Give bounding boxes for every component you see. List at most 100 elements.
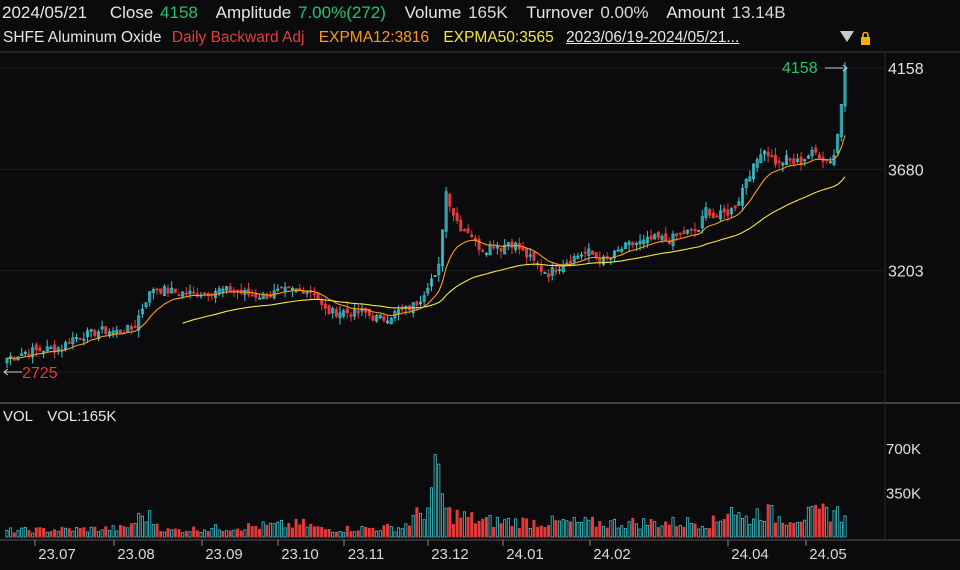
volume-bar bbox=[828, 521, 832, 538]
candle bbox=[67, 338, 71, 345]
lock-icon[interactable] bbox=[860, 32, 871, 45]
candle bbox=[107, 328, 111, 339]
candle bbox=[689, 228, 693, 235]
candle bbox=[265, 292, 269, 300]
candle bbox=[711, 208, 715, 219]
volume-bar bbox=[715, 521, 719, 538]
volume-bar bbox=[96, 531, 100, 538]
volume-bar bbox=[78, 527, 82, 538]
candle bbox=[254, 288, 258, 302]
close-value: 4158 bbox=[160, 3, 198, 22]
volume-bar bbox=[378, 530, 382, 538]
candle bbox=[53, 340, 57, 358]
volume-bar bbox=[228, 530, 232, 538]
candle bbox=[298, 283, 302, 291]
volume-bar bbox=[766, 504, 770, 538]
volume-bar bbox=[817, 508, 821, 538]
volume-bar bbox=[587, 519, 591, 538]
candle bbox=[788, 157, 792, 167]
volume-bar bbox=[521, 517, 525, 538]
instrument-name[interactable]: SHFE Aluminum Oxide bbox=[3, 29, 162, 46]
candle bbox=[627, 240, 631, 252]
volume-bar bbox=[462, 511, 466, 538]
candle bbox=[118, 329, 122, 334]
volume-bar bbox=[382, 525, 386, 538]
candle bbox=[777, 157, 781, 169]
candle bbox=[287, 286, 291, 289]
volume-bar bbox=[495, 516, 499, 538]
volume-bar bbox=[616, 527, 620, 538]
volume-bar bbox=[440, 493, 444, 538]
y-tick-label: 3680 bbox=[888, 162, 924, 179]
volume-bar bbox=[20, 527, 24, 538]
candle bbox=[184, 287, 188, 298]
candle bbox=[166, 284, 170, 298]
volume-bar bbox=[210, 527, 214, 538]
volume-bar bbox=[5, 529, 9, 538]
candle bbox=[75, 333, 79, 343]
volume-bar bbox=[408, 525, 412, 538]
candle bbox=[616, 245, 620, 253]
volume-bar bbox=[276, 521, 280, 538]
candle bbox=[331, 306, 335, 319]
volume-bar bbox=[660, 525, 664, 538]
volume-bar bbox=[42, 528, 46, 538]
candle bbox=[419, 295, 423, 307]
candle bbox=[455, 207, 459, 225]
volume-bar bbox=[53, 529, 57, 538]
volume-bar bbox=[192, 526, 196, 538]
volume-bar bbox=[140, 515, 144, 538]
grid-lines bbox=[0, 51, 960, 541]
triangle-down-icon[interactable] bbox=[840, 31, 854, 42]
volume-bar bbox=[762, 521, 766, 538]
volume-bar bbox=[682, 526, 686, 538]
candle bbox=[744, 178, 748, 195]
volume-bar bbox=[155, 523, 159, 538]
candle bbox=[726, 203, 730, 222]
candle bbox=[27, 348, 31, 359]
candle bbox=[733, 205, 737, 212]
candle bbox=[547, 269, 551, 283]
volume-bar bbox=[316, 526, 320, 538]
candle bbox=[803, 158, 807, 167]
adjust-mode[interactable]: Daily Backward Adj bbox=[171, 29, 305, 46]
candle bbox=[741, 184, 745, 211]
volume-bar bbox=[514, 518, 518, 538]
volume-bar bbox=[195, 530, 199, 538]
volume-bar bbox=[217, 529, 221, 538]
volume-bar bbox=[506, 517, 510, 538]
candle bbox=[411, 301, 415, 318]
candle bbox=[433, 275, 437, 277]
x-tick-label: 24.05 bbox=[809, 546, 847, 563]
volume-bar bbox=[517, 528, 521, 538]
x-tick-label: 23.08 bbox=[117, 546, 155, 563]
volume-bar bbox=[290, 527, 294, 538]
candle bbox=[488, 240, 492, 256]
candle bbox=[612, 249, 616, 262]
date-range[interactable]: 2023/06/19-2024/05/21... bbox=[566, 29, 740, 46]
volume-bar bbox=[243, 529, 247, 538]
candle bbox=[203, 291, 207, 297]
candle bbox=[5, 357, 9, 369]
candle bbox=[448, 192, 452, 213]
volume-bar bbox=[162, 531, 166, 538]
candle bbox=[752, 163, 756, 183]
candle bbox=[272, 283, 276, 300]
volume-bar bbox=[814, 504, 818, 538]
candle bbox=[389, 317, 393, 325]
candle bbox=[93, 328, 97, 338]
volume-bar bbox=[612, 518, 616, 538]
volume-bar bbox=[305, 526, 309, 538]
volume-bar bbox=[580, 521, 584, 538]
volume-bar bbox=[755, 508, 759, 538]
volume-bar bbox=[634, 523, 638, 538]
candle bbox=[144, 302, 148, 309]
volume-bar bbox=[261, 521, 265, 538]
candle bbox=[378, 314, 382, 320]
candle bbox=[155, 287, 159, 296]
volume-bar bbox=[601, 525, 605, 538]
high-label: 4158 bbox=[782, 60, 818, 77]
volume-bar bbox=[312, 526, 316, 538]
volume-bar bbox=[422, 519, 426, 538]
